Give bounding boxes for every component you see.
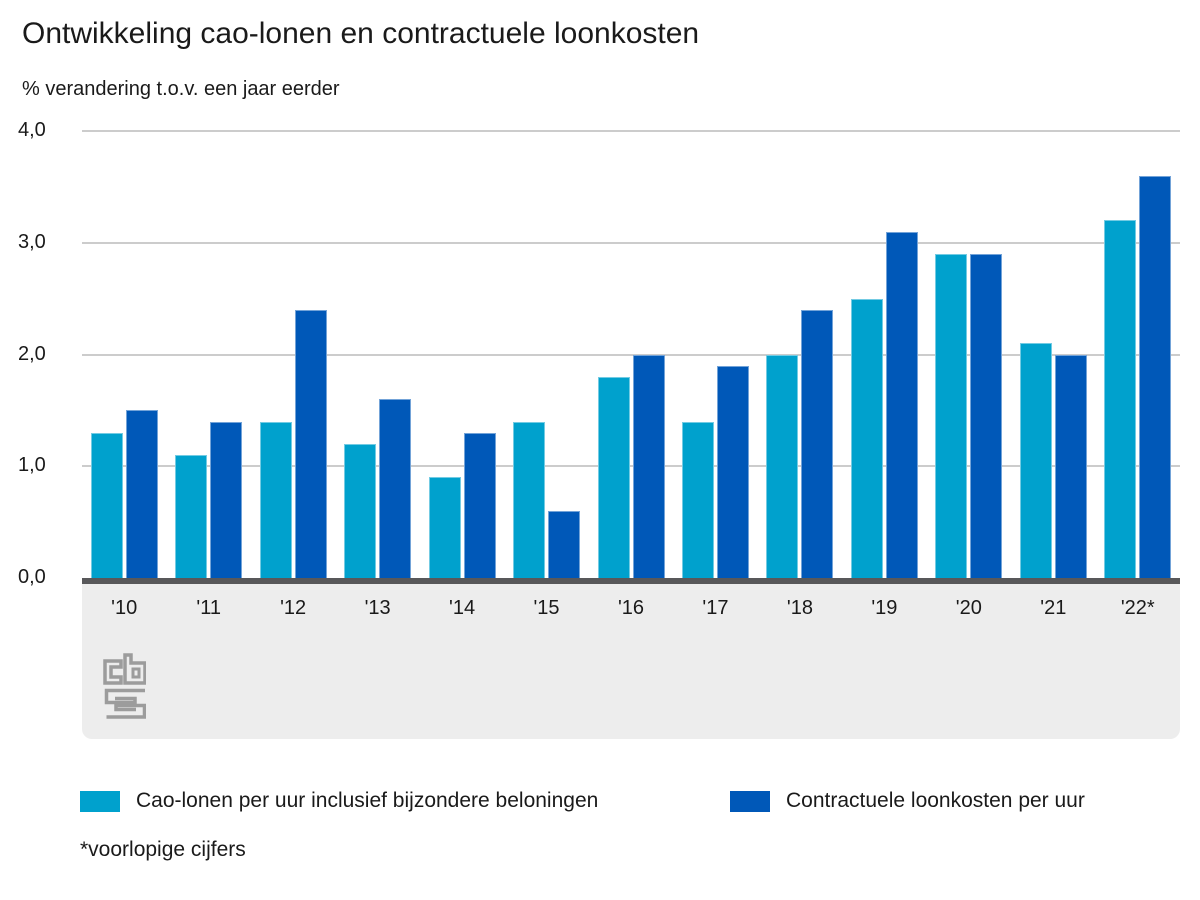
bar-cao-12 <box>259 421 292 578</box>
gridline-2,0 <box>82 353 1180 356</box>
bar-loonkosten-11 <box>210 421 243 578</box>
x-tick-label: '17 <box>702 597 729 619</box>
bar-loonkosten-14 <box>463 432 496 578</box>
footnote: *voorlopige cijfers <box>80 838 246 861</box>
x-tick-label: '18 <box>786 597 813 619</box>
bar-loonkosten-18 <box>801 309 834 578</box>
cbs-logo-s-bottom <box>106 703 146 719</box>
x-tick-label: '21 <box>1040 597 1067 619</box>
bar-cao-14 <box>428 477 461 578</box>
bar-cao-20 <box>935 253 968 578</box>
bar-cao-11 <box>175 455 208 578</box>
x-tick-label: '16 <box>617 597 645 619</box>
x-axis-line <box>82 578 1180 584</box>
bar-cao-22 <box>1104 220 1137 578</box>
cbs-logo-s-top <box>104 688 145 705</box>
legend-label: Contractuele loonkosten per uur <box>786 789 1085 812</box>
x-tick-label: '15 <box>533 597 560 619</box>
chart-subtitle: % verandering t.o.v. een jaar eerder <box>22 78 340 100</box>
bar-loonkosten-10 <box>125 410 158 578</box>
gridline-1,0 <box>82 465 1180 468</box>
bar-cao-21 <box>1019 343 1052 578</box>
bar-loonkosten-12 <box>294 309 327 578</box>
x-tick-label: '22* <box>1120 597 1155 619</box>
y-tick-label: 1,0 <box>18 454 46 477</box>
cbs-logo-c <box>103 659 123 685</box>
y-tick-label: 2,0 <box>18 342 46 365</box>
bar-loonkosten-22 <box>1139 175 1172 578</box>
legend-swatch-loonkosten <box>730 791 770 812</box>
bar-cao-19 <box>850 298 883 578</box>
x-tick-label: '13 <box>364 597 391 619</box>
bar-loonkosten-21 <box>1054 354 1087 578</box>
x-tick-label: '20 <box>955 597 982 619</box>
bar-cao-16 <box>597 376 630 578</box>
bar-loonkosten-19 <box>885 231 918 578</box>
bar-cao-10 <box>90 432 123 578</box>
x-axis-band <box>82 584 1180 739</box>
bar-cao-13 <box>344 443 377 578</box>
bar-loonkosten-16 <box>632 354 665 578</box>
x-tick-label: '11 <box>196 597 221 619</box>
bar-cao-17 <box>681 421 714 578</box>
bar-cao-18 <box>766 354 799 578</box>
x-tick-label: '10 <box>111 597 138 619</box>
legend-label: Cao-lonen per uur inclusief bijzondere b… <box>136 789 599 812</box>
bar-loonkosten-17 <box>716 365 749 578</box>
cbs-logo-b <box>123 653 146 685</box>
y-tick-label: 0,0 <box>18 566 46 588</box>
gridline-4,0 <box>82 130 1180 132</box>
x-tick-label: '14 <box>449 597 476 619</box>
bar-cao-15 <box>513 421 546 578</box>
legend: Cao-lonen per uur inclusief bijzondere b… <box>0 789 1200 821</box>
bar-loonkosten-13 <box>379 399 412 578</box>
y-tick-label: 3,0 <box>18 230 46 253</box>
chart-title: Ontwikkeling cao-lonen en contractuele l… <box>22 17 700 50</box>
x-tick-label: '19 <box>871 597 898 619</box>
cbs-logo-b-hole <box>131 667 141 679</box>
bar-loonkosten-20 <box>970 253 1003 578</box>
bar-loonkosten-15 <box>548 510 581 578</box>
gridline-3,0 <box>82 241 1180 244</box>
y-tick-label: 4,0 <box>18 119 46 141</box>
cbs-logo <box>103 653 146 719</box>
legend-swatch-cao <box>80 791 120 812</box>
x-tick-label: '12 <box>280 597 307 619</box>
